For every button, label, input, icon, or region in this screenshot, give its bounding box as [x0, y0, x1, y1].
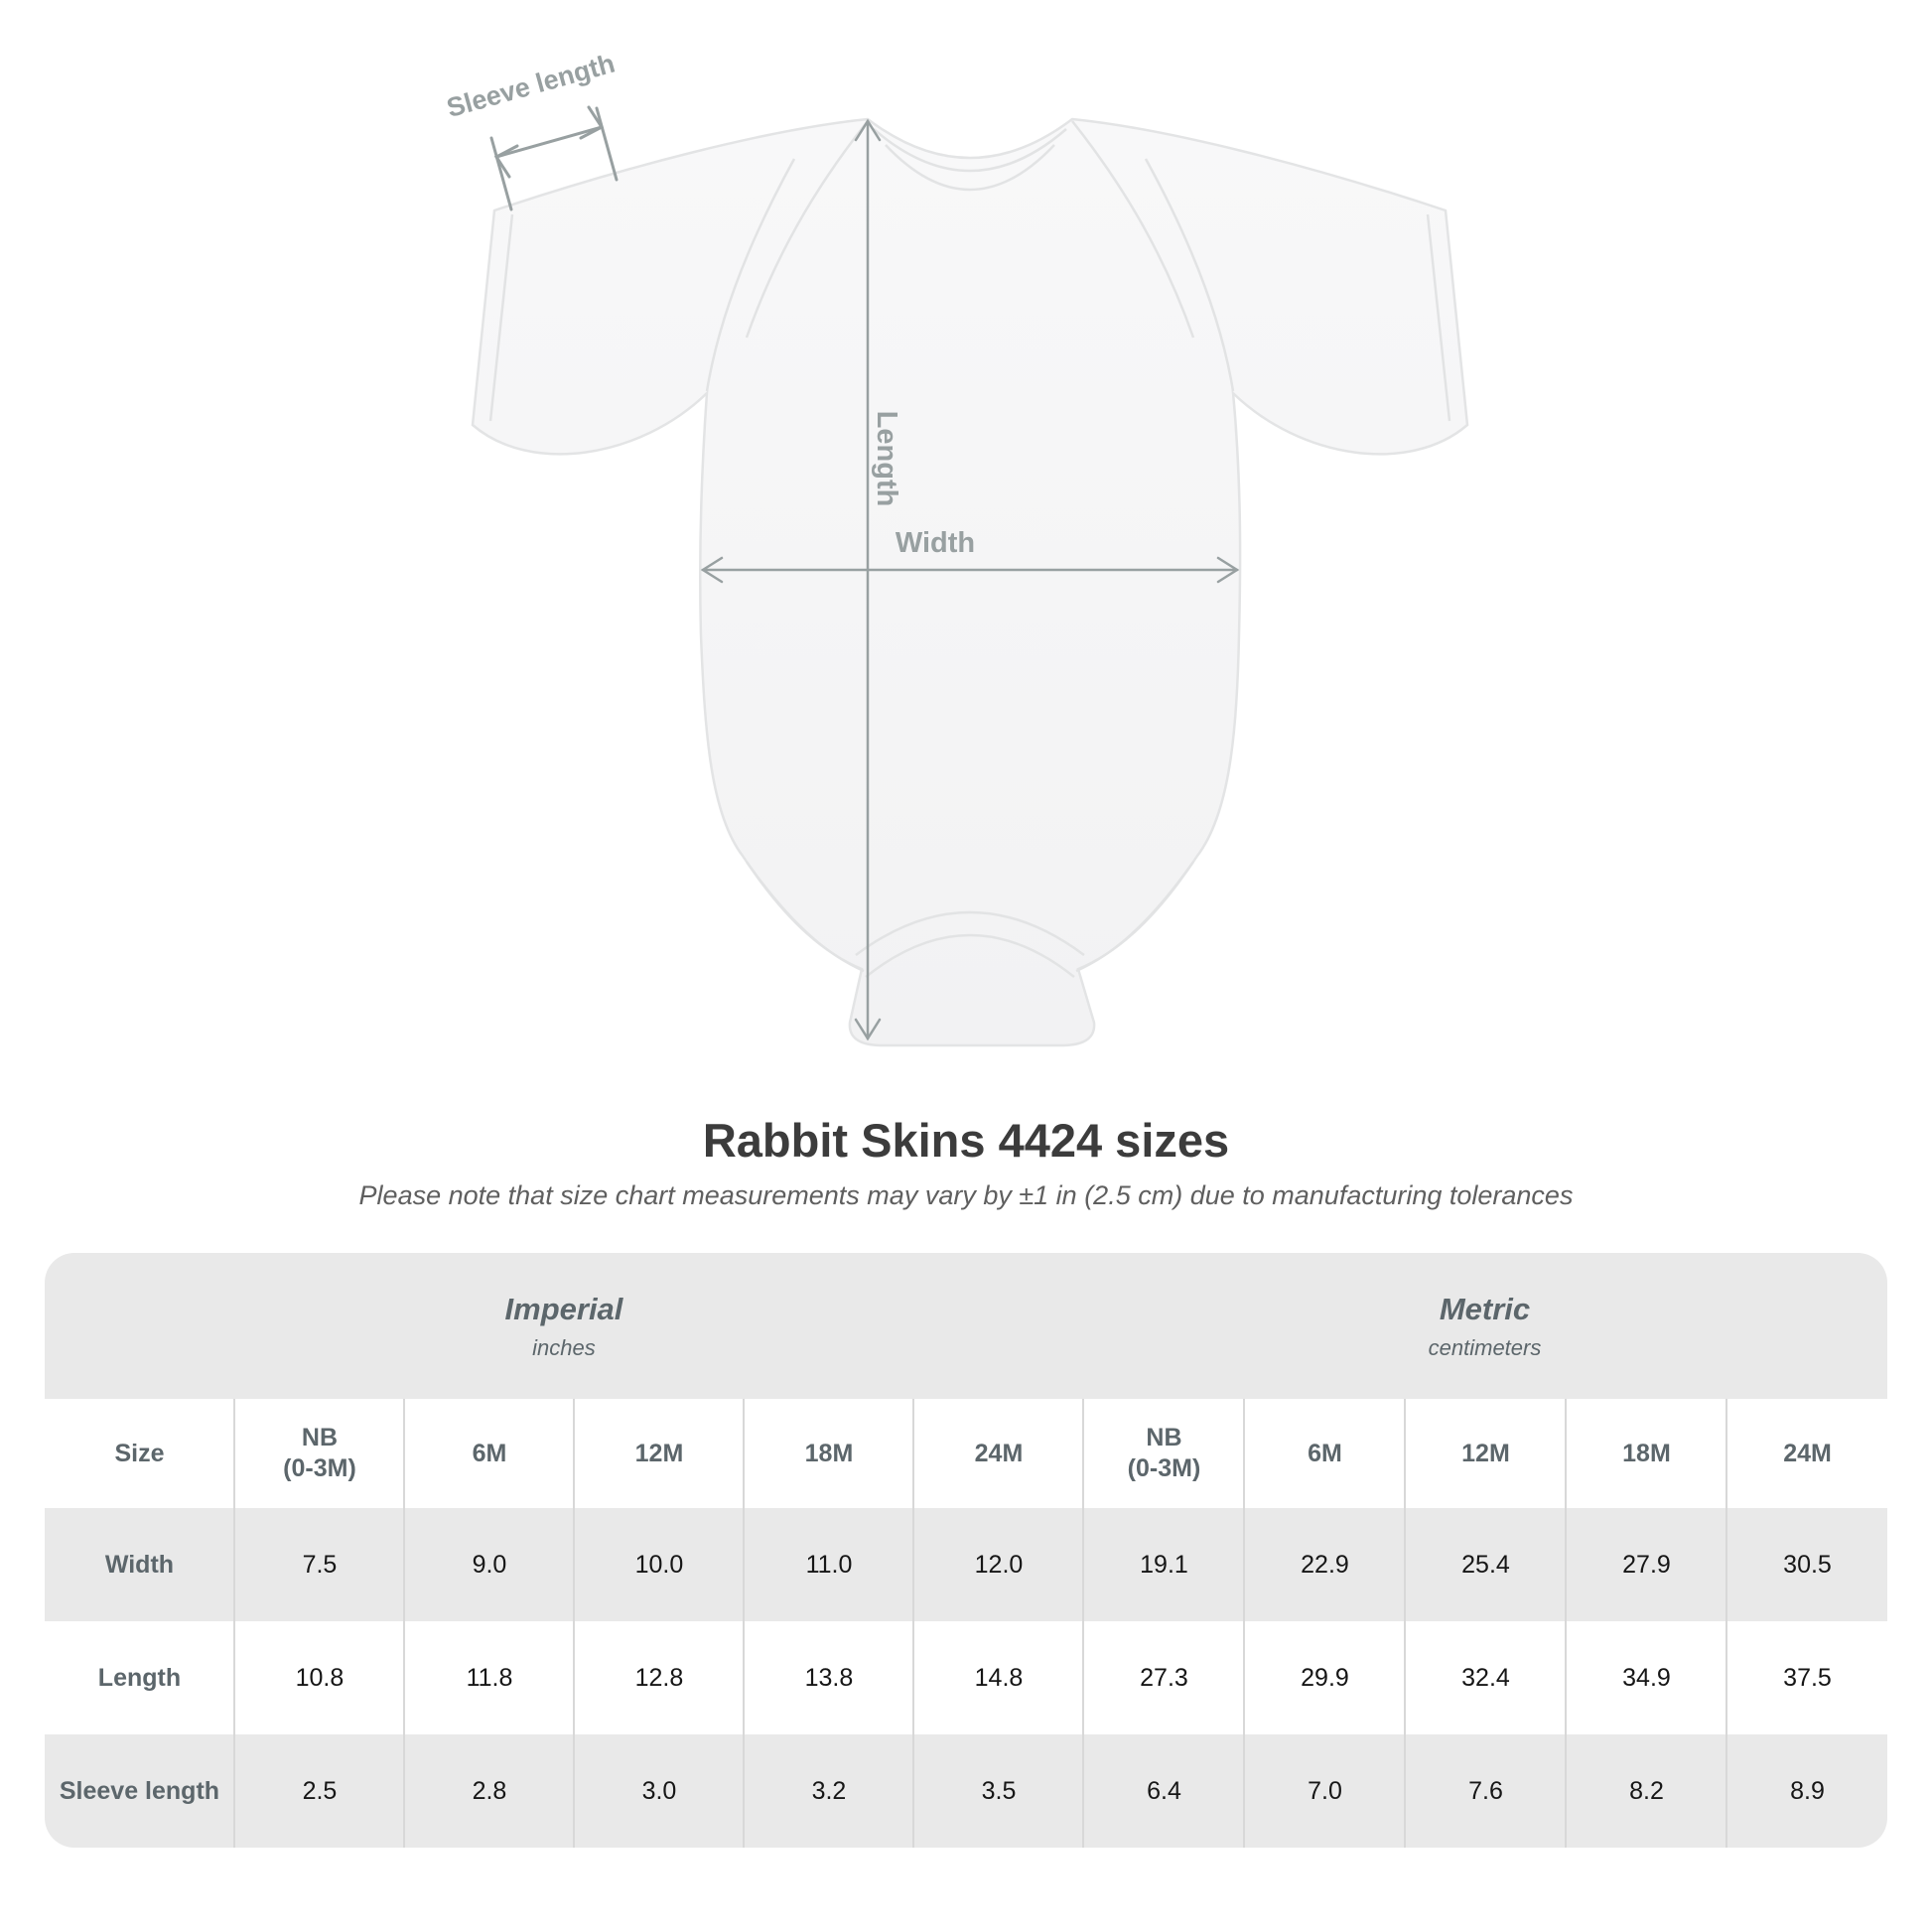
- value-cell: 2.5: [233, 1734, 404, 1849]
- value-cell: 11.8: [403, 1621, 574, 1735]
- column-header-nb-metric: NB (0-3M): [1082, 1399, 1244, 1509]
- value-cell: 3.2: [743, 1734, 913, 1849]
- value-cell: 7.6: [1404, 1734, 1566, 1849]
- column-header-12m-imperial: 12M: [573, 1399, 744, 1509]
- title-block: Rabbit Skins 4424 sizes Please note that…: [0, 1116, 1932, 1211]
- value-cell: 12.8: [573, 1621, 744, 1735]
- sleeve-length-arrow: [489, 105, 619, 211]
- value-cell: 32.4: [1404, 1621, 1566, 1735]
- size-chart-table: Imperial inches Metric centimeters Size …: [45, 1253, 1887, 1849]
- unit-group-imperial-sublabel: inches: [532, 1335, 596, 1361]
- row-label-length: Length: [45, 1621, 234, 1735]
- unit-group-imperial-label: Imperial: [504, 1292, 623, 1327]
- size-diagram: Sleeve length Length Width: [444, 49, 1469, 1047]
- unit-band-row: Imperial inches Metric centimeters: [45, 1253, 1887, 1400]
- size-corner-header: Size: [45, 1399, 234, 1509]
- value-cell: 8.9: [1725, 1734, 1887, 1849]
- column-header-12m-metric: 12M: [1404, 1399, 1566, 1509]
- page-title: Rabbit Skins 4424 sizes: [702, 1114, 1230, 1167]
- column-header-nb-imperial: NB (0-3M): [233, 1399, 404, 1509]
- column-header-6m-imperial: 6M: [403, 1399, 574, 1509]
- value-cell: 25.4: [1404, 1508, 1566, 1622]
- column-header-18m-imperial: 18M: [743, 1399, 913, 1509]
- column-header-18m-metric: 18M: [1565, 1399, 1726, 1509]
- value-cell: 29.9: [1243, 1621, 1405, 1735]
- unit-group-metric-label: Metric: [1439, 1292, 1531, 1327]
- bodysuit-illustration: Sleeve length Length Width: [444, 49, 1469, 1047]
- bodysuit-shape: [471, 117, 1469, 1047]
- tolerance-note: Please note that size chart measurements…: [358, 1180, 1574, 1211]
- value-cell: 11.0: [743, 1508, 913, 1622]
- table-row-width: Width 7.5 9.0 10.0 11.0 12.0 19.1 22.9 2…: [45, 1508, 1887, 1622]
- value-cell: 12.0: [912, 1508, 1083, 1622]
- value-cell: 19.1: [1082, 1508, 1244, 1622]
- value-cell: 2.8: [403, 1734, 574, 1849]
- value-cell: 13.8: [743, 1621, 913, 1735]
- value-cell: 34.9: [1565, 1621, 1726, 1735]
- row-label-width: Width: [45, 1508, 234, 1622]
- value-cell: 7.0: [1243, 1734, 1405, 1849]
- row-label-sleeve-length: Sleeve length: [45, 1734, 234, 1849]
- column-header-6m-metric: 6M: [1243, 1399, 1405, 1509]
- value-cell: 10.0: [573, 1508, 744, 1622]
- value-cell: 27.3: [1082, 1621, 1244, 1735]
- value-cell: 3.5: [912, 1734, 1083, 1849]
- length-arrow: [854, 118, 882, 1041]
- column-header-24m-metric: 24M: [1725, 1399, 1887, 1509]
- value-cell: 27.9: [1565, 1508, 1726, 1622]
- value-cell: 8.2: [1565, 1734, 1726, 1849]
- value-cell: 37.5: [1725, 1621, 1887, 1735]
- value-cell: 9.0: [403, 1508, 574, 1622]
- value-cell: 22.9: [1243, 1508, 1405, 1622]
- column-header-row: Size NB (0-3M) 6M 12M 18M 24M NB (0-3M) …: [45, 1399, 1887, 1509]
- value-cell: 6.4: [1082, 1734, 1244, 1849]
- length-label: Length: [871, 411, 902, 507]
- value-cell: 3.0: [573, 1734, 744, 1849]
- column-header-24m-imperial: 24M: [912, 1399, 1083, 1509]
- value-cell: 30.5: [1725, 1508, 1887, 1622]
- width-label: Width: [896, 527, 975, 559]
- value-cell: 10.8: [233, 1621, 404, 1735]
- width-arrow: [700, 556, 1240, 584]
- value-cell: 7.5: [233, 1508, 404, 1622]
- value-cell: 14.8: [912, 1621, 1083, 1735]
- unit-group-metric: Metric centimeters: [1082, 1253, 1887, 1400]
- table-row-length: Length 10.8 11.8 12.8 13.8 14.8 27.3 29.…: [45, 1621, 1887, 1735]
- table-row-sleeve-length: Sleeve length 2.5 2.8 3.0 3.2 3.5 6.4 7.…: [45, 1734, 1887, 1849]
- unit-group-imperial: Imperial inches: [45, 1253, 1083, 1400]
- unit-group-metric-sublabel: centimeters: [1428, 1335, 1542, 1361]
